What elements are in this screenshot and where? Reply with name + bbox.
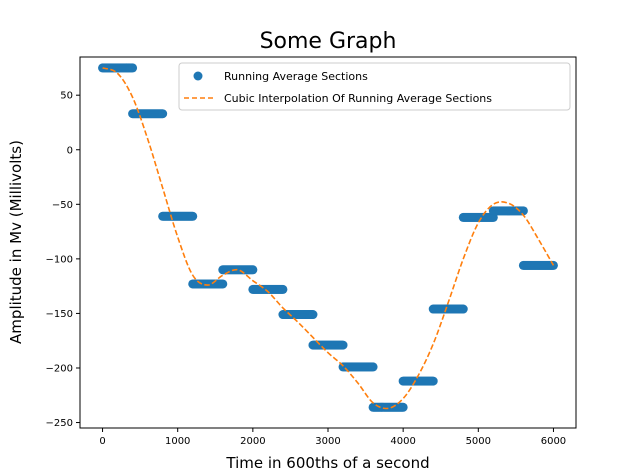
scatter-point (188, 211, 198, 221)
x-tick-label: 2000 (240, 436, 265, 447)
scatter-point (218, 279, 228, 289)
scatter-point (308, 310, 318, 320)
x-tick-label: 6000 (541, 436, 566, 447)
y-tick-label: −250 (46, 418, 73, 429)
scatter-point (368, 362, 378, 372)
scatter-point (428, 376, 438, 386)
x-tick-label: 3000 (315, 436, 340, 447)
scatter-point (158, 109, 168, 119)
x-axis-label: Time in 600ths of a second (225, 454, 429, 472)
y-tick-label: −200 (46, 363, 73, 374)
scatter-point (458, 304, 468, 314)
chart-title: Some Graph (260, 29, 397, 54)
legend: Running Average Sections Cubic Interpola… (178, 62, 571, 111)
scatter-point (278, 284, 288, 294)
plot-area: 0 1000 2000 3000 4000 5000 6000 50 0 −50 −100 −150… (46, 56, 577, 447)
scatter-point (128, 63, 138, 73)
y-tick-label: −100 (46, 254, 73, 265)
plot-frame (80, 57, 576, 428)
x-tick-label: 5000 (466, 436, 491, 447)
x-tick-label: 0 (99, 436, 105, 447)
x-tick-label: 1000 (165, 436, 190, 447)
scatter-point (248, 265, 258, 275)
y-tick-label: −50 (52, 200, 73, 211)
legend-label-scatter: Running Average Sections (224, 70, 368, 83)
interpolation-line (102, 67, 555, 410)
series-layer (98, 63, 558, 412)
scatter-point (398, 402, 408, 412)
legend-box (178, 62, 571, 111)
y-axis-label: Amplitude in Mv (Millivolts) (7, 140, 25, 344)
x-axis: 0 1000 2000 3000 4000 5000 6000 (99, 428, 566, 447)
y-tick-label: 50 (60, 91, 73, 102)
scatter-point (518, 206, 528, 216)
scatter-point (338, 340, 348, 350)
legend-marker-scatter (193, 71, 203, 81)
legend-label-line: Cubic Interpolation Of Running Average S… (224, 92, 492, 105)
y-axis: 50 0 −50 −100 −150 −200 −250 (46, 91, 80, 429)
y-tick-label: −150 (46, 309, 73, 320)
x-tick-label: 4000 (390, 436, 415, 447)
y-tick-label: 0 (67, 145, 73, 156)
